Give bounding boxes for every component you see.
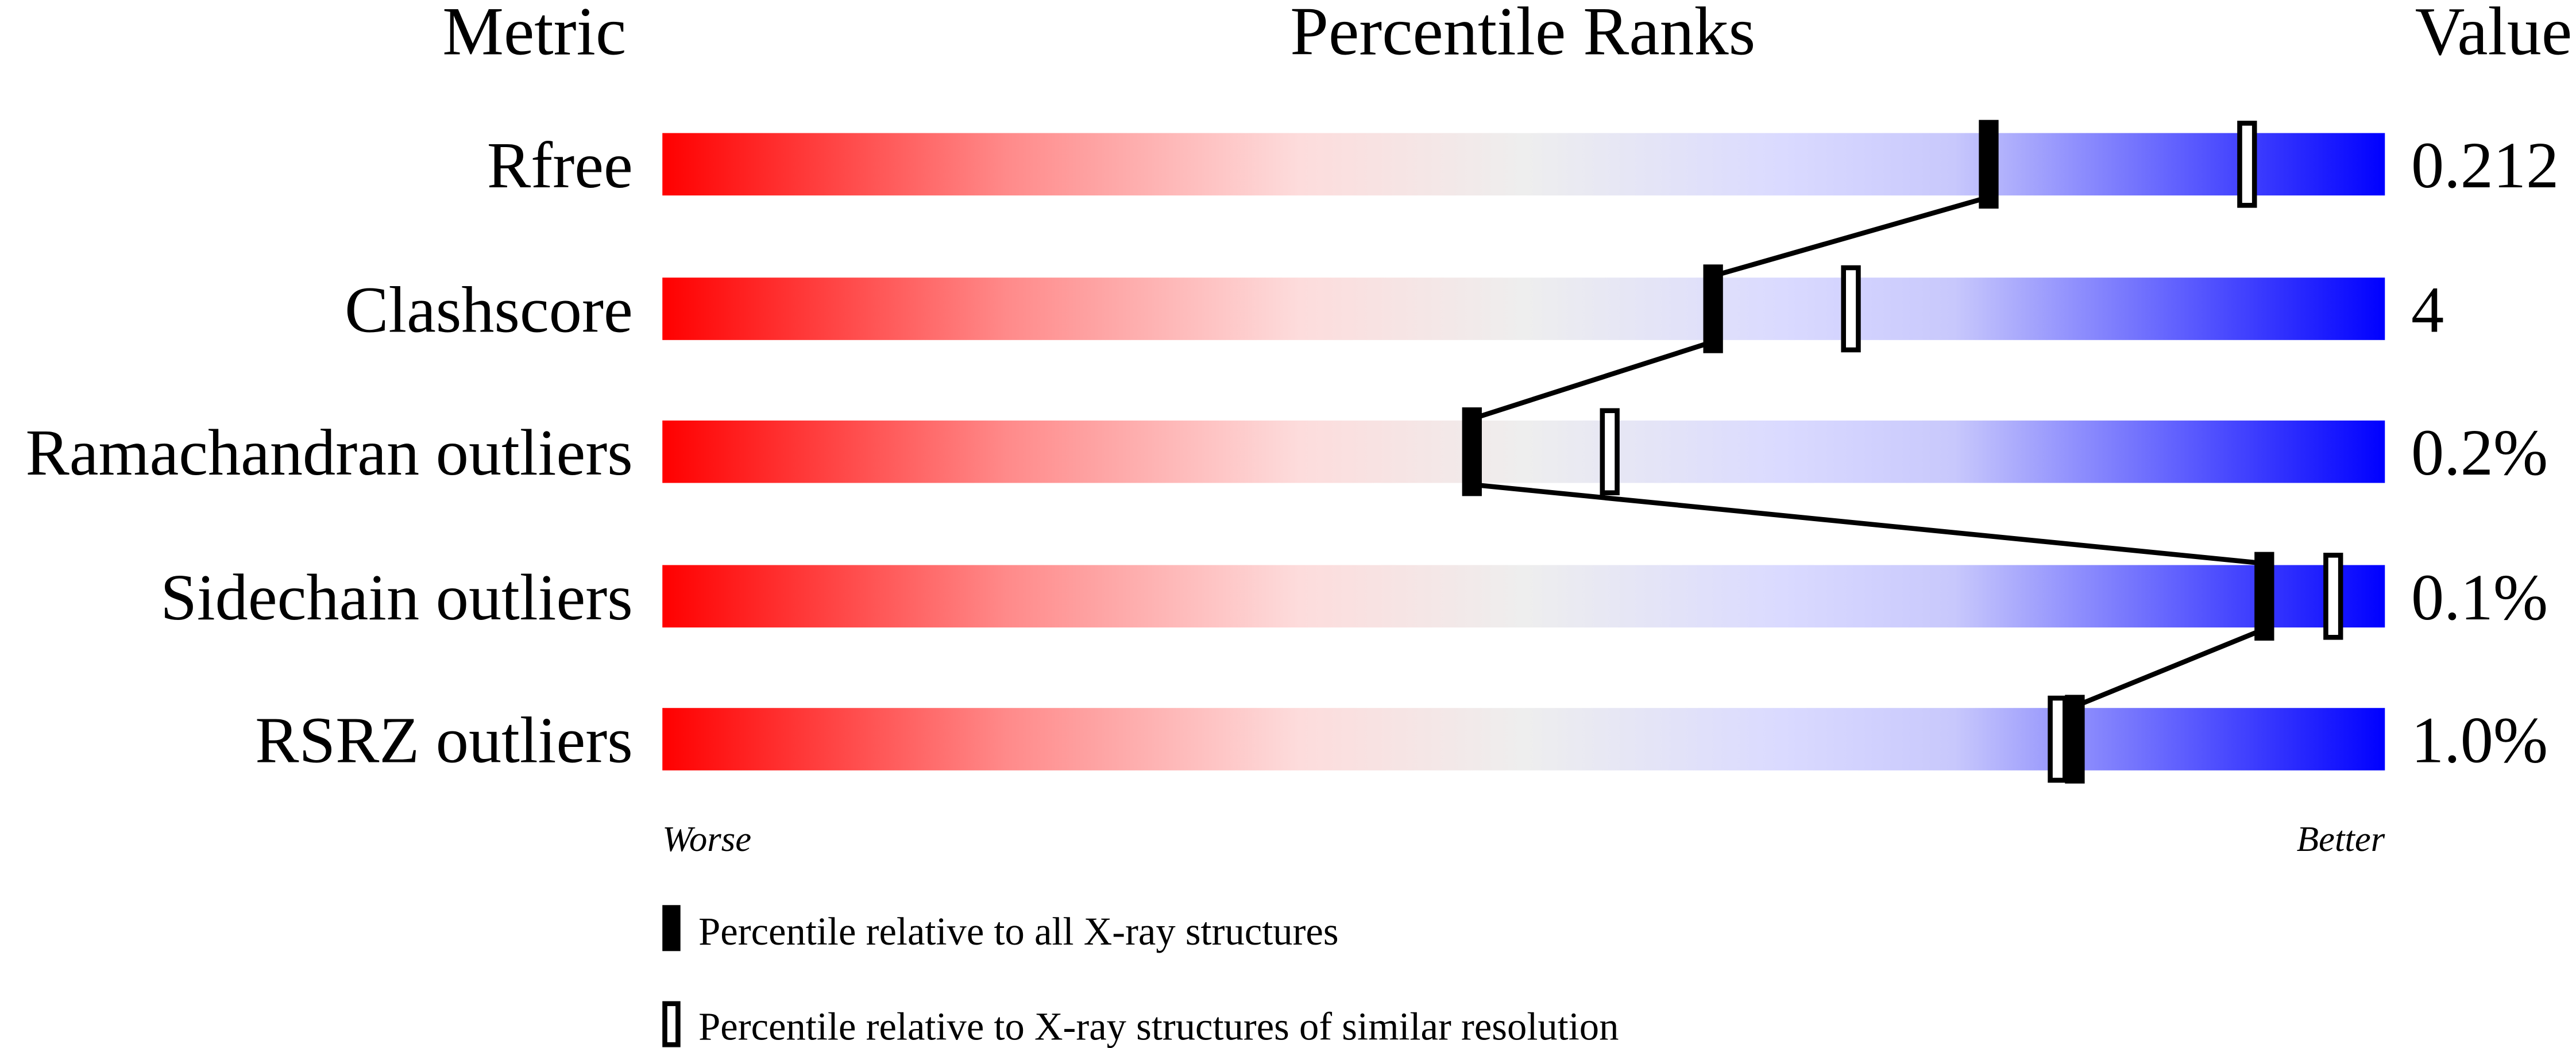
marker-all-structures bbox=[1462, 407, 1482, 496]
percentile-bar bbox=[662, 420, 2385, 483]
metric-value: 0.212 bbox=[2411, 129, 2559, 202]
percentile-bar bbox=[662, 278, 2385, 340]
connector-line bbox=[2073, 627, 2265, 709]
percentile-bar bbox=[662, 565, 2385, 628]
axis-label-better: Better bbox=[2297, 819, 2385, 859]
metric-row: Sidechain outliers 0.1% bbox=[160, 561, 2548, 634]
metric-row: RSRZ outliers 1.0% bbox=[255, 704, 2548, 777]
metric-value: 4 bbox=[2411, 273, 2444, 346]
connector-line bbox=[1712, 194, 1990, 279]
metric-value: 1.0% bbox=[2411, 704, 2548, 777]
metric-label: Ramachandran outliers bbox=[25, 416, 632, 489]
marker-all-structures bbox=[1703, 264, 1723, 353]
marker-all-structures bbox=[2254, 552, 2274, 641]
legend-filled-marker-icon bbox=[662, 905, 681, 951]
connector-line bbox=[1472, 482, 2265, 566]
axis-label-worse: Worse bbox=[662, 819, 751, 859]
marker-all-structures bbox=[1979, 120, 1999, 209]
percentile-bar bbox=[662, 133, 2385, 196]
metric-value: 0.2% bbox=[2411, 416, 2548, 489]
metric-value: 0.1% bbox=[2411, 561, 2548, 634]
marker-all-structures bbox=[2065, 695, 2085, 784]
marker-similar-resolution bbox=[1841, 265, 1861, 353]
metric-label: RSRZ outliers bbox=[255, 704, 633, 777]
legend-label-all: Percentile relative to all X-ray structu… bbox=[698, 910, 1338, 953]
marker-similar-resolution bbox=[2048, 695, 2068, 783]
metric-label: Clashscore bbox=[345, 273, 633, 346]
header-value: Value bbox=[2415, 0, 2572, 69]
marker-similar-resolution bbox=[2237, 121, 2257, 208]
legend-open-marker-icon bbox=[662, 1001, 681, 1047]
metric-row: Rfree 0.212 bbox=[487, 129, 2559, 202]
legend-label-similar: Percentile relative to X-ray structures … bbox=[698, 1005, 1619, 1048]
header-metric: Metric bbox=[442, 0, 626, 69]
percentile-bar bbox=[662, 708, 2385, 770]
marker-similar-resolution bbox=[1600, 408, 1620, 495]
marker-similar-resolution bbox=[2323, 553, 2343, 640]
metric-label: Rfree bbox=[487, 129, 633, 202]
connector-line bbox=[1471, 339, 1714, 422]
metric-row: Ramachandran outliers 0.2% bbox=[25, 416, 2548, 489]
header-percentile-ranks: Percentile Ranks bbox=[1290, 0, 1755, 69]
metric-label: Sidechain outliers bbox=[160, 561, 632, 634]
metric-row: Clashscore 4 bbox=[345, 273, 2444, 346]
